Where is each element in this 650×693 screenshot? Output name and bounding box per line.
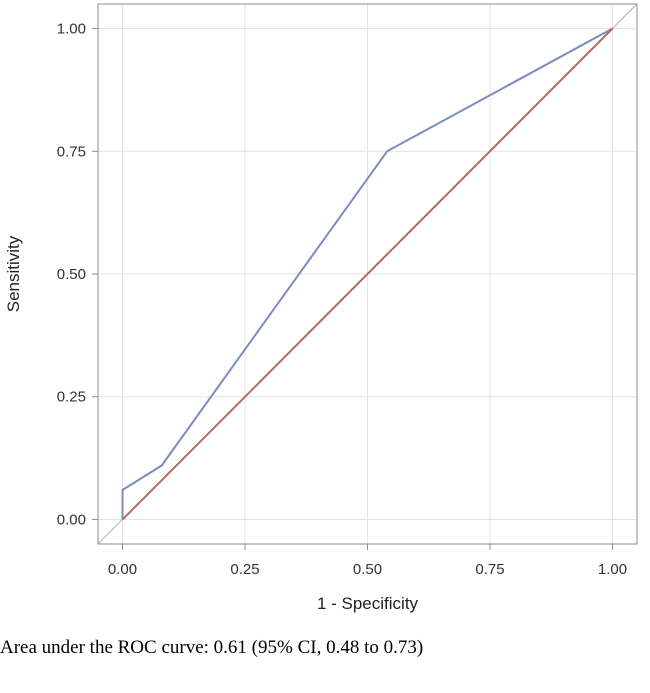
x-tick-label: 1.00 xyxy=(598,561,627,578)
roc-chart: 0.00 0.25 0.50 0.75 1.00 0.00 0.25 0.50 0.75 1.0… xyxy=(4,3,638,613)
auc-caption: Area under the ROC curve: 0.61 (95% CI, … xyxy=(0,637,424,658)
x-tick-label: 0.75 xyxy=(475,561,504,578)
x-axis-ticks: 0.00 0.25 0.50 0.75 1.00 xyxy=(108,544,627,578)
y-tick-label: 0.25 xyxy=(57,389,86,406)
roc-curve-line xyxy=(121,27,613,520)
y-tick-label: 0.50 xyxy=(57,266,86,283)
x-tick-label: 0.50 xyxy=(353,561,382,578)
series-layer xyxy=(121,27,614,521)
chance-line xyxy=(121,27,614,521)
y-axis-title: Sensitivity xyxy=(4,235,23,312)
y-tick-label: 1.00 xyxy=(57,21,86,38)
x-tick-label: 0.25 xyxy=(230,561,259,578)
grid xyxy=(98,4,637,544)
y-axis-ticks: 0.00 0.25 0.50 0.75 1.00 xyxy=(57,21,98,528)
y-tick-label: 0.00 xyxy=(57,511,86,528)
y-tick-label: 0.75 xyxy=(57,143,86,160)
x-axis-title: 1 - Specificity xyxy=(317,594,419,613)
x-tick-label: 0.00 xyxy=(108,561,137,578)
